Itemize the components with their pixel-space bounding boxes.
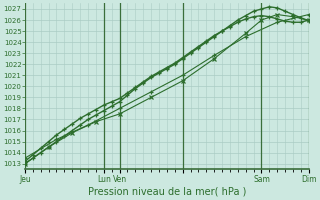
X-axis label: Pression niveau de la mer( hPa ): Pression niveau de la mer( hPa )	[88, 187, 246, 197]
